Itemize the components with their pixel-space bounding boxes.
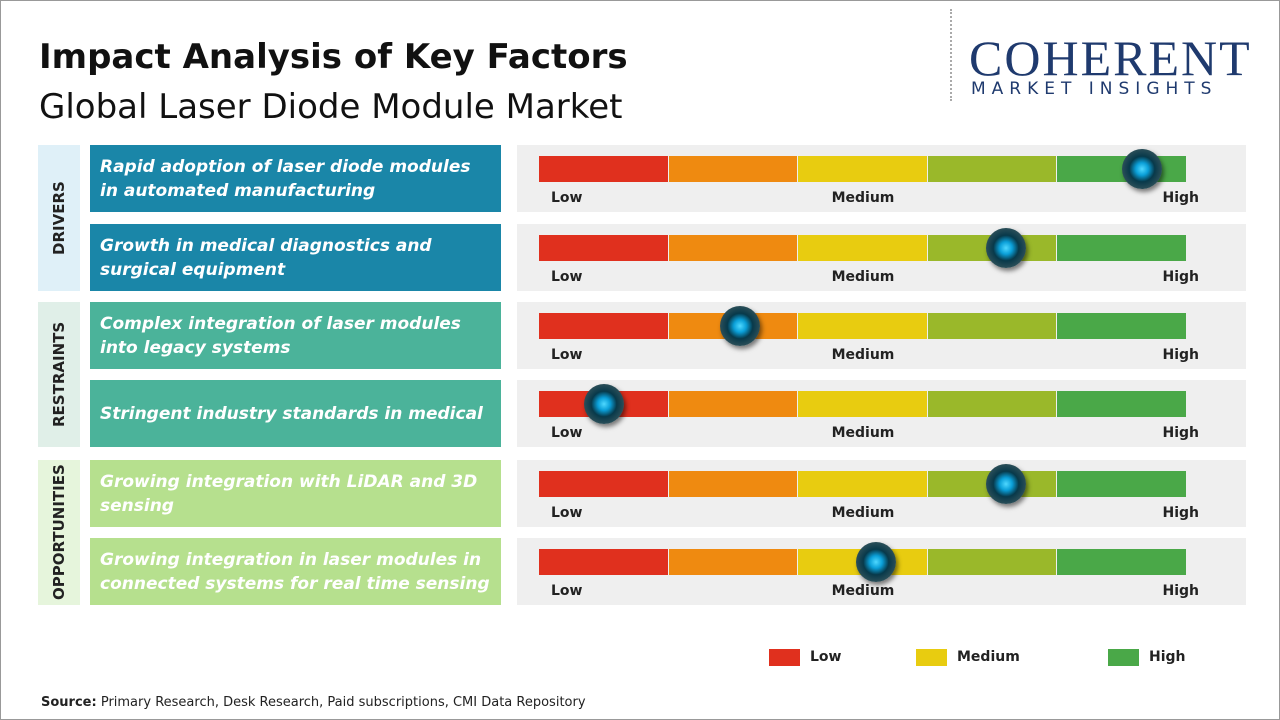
scale-label: Low <box>551 425 583 441</box>
scale-label: Medium <box>831 190 895 206</box>
impact-knob <box>985 464 1026 504</box>
scale-label: High <box>1162 583 1199 599</box>
gauge-segment <box>927 156 1057 182</box>
factor-label: Stringent industry standards in medical <box>90 380 501 447</box>
gauge-segment <box>1057 471 1186 497</box>
source-label: Source: <box>41 695 97 710</box>
scale-label: High <box>1162 269 1199 285</box>
scale-label: High <box>1162 505 1199 521</box>
gauge-segment <box>798 156 927 182</box>
legend-label: High <box>1149 649 1186 665</box>
scale-label: Medium <box>831 583 895 599</box>
scale-label: Medium <box>831 505 895 521</box>
scale-label: High <box>1162 190 1199 206</box>
group-label: RESTRAINTS <box>38 302 80 447</box>
legend-label: Medium <box>957 649 1020 665</box>
gauge-segment <box>539 313 668 339</box>
factor-label: Growing integration with LiDAR and 3D se… <box>90 460 501 527</box>
legend-swatch <box>916 649 947 666</box>
scale-label: Low <box>551 347 583 363</box>
scale-label: Low <box>551 269 583 285</box>
logo-tagline: MARKET INSIGHTS <box>971 79 1218 99</box>
gauge-segment <box>798 391 927 417</box>
legend-swatch <box>769 649 800 666</box>
gauge-segment <box>668 391 798 417</box>
gauge-segment <box>927 549 1057 575</box>
group-label: DRIVERS <box>38 145 80 291</box>
impact-knob <box>1121 149 1162 189</box>
gauge-segment <box>668 471 798 497</box>
subtitle: Global Laser Diode Module Market <box>39 87 623 127</box>
scale-label: Low <box>551 583 583 599</box>
divider <box>950 9 952 101</box>
scale-label: Medium <box>831 425 895 441</box>
gauge-segment <box>539 471 668 497</box>
scale-label: Medium <box>831 347 895 363</box>
gauge-segment <box>668 156 798 182</box>
impact-knob <box>719 306 760 346</box>
source-text: Primary Research, Desk Research, Paid su… <box>100 695 586 710</box>
gauge-segment <box>927 391 1057 417</box>
gauge-segment <box>927 313 1057 339</box>
gauge-segment <box>798 471 927 497</box>
gauge-segment <box>1057 313 1186 339</box>
gauge-segment <box>668 549 798 575</box>
impact-knob <box>985 228 1026 268</box>
source: Source: Primary Research, Desk Research,… <box>41 695 586 710</box>
impact-knob <box>855 542 896 582</box>
gauge-segment <box>1057 391 1186 417</box>
factor-label: Growth in medical diagnostics and surgic… <box>90 224 501 291</box>
gauge-segment <box>539 156 668 182</box>
scale-label: Low <box>551 190 583 206</box>
scale-label: Medium <box>831 269 895 285</box>
factor-label: Growing integration in laser modules in … <box>90 538 501 605</box>
scale-label: Low <box>551 505 583 521</box>
scale-label: High <box>1162 347 1199 363</box>
factor-label: Rapid adoption of laser diode modules in… <box>90 145 501 212</box>
gauge-segment <box>668 235 798 261</box>
gauge-segment <box>539 549 668 575</box>
factor-label: Complex integration of laser modules int… <box>90 302 501 369</box>
impact-knob <box>583 384 624 424</box>
gauge-segment <box>798 313 927 339</box>
scale-label: High <box>1162 425 1199 441</box>
gauge-segment <box>1057 235 1186 261</box>
title: Impact Analysis of Key Factors <box>39 37 628 77</box>
group-label: OPPORTUNITIES <box>38 460 80 605</box>
gauge-segment <box>1057 549 1186 575</box>
legend-label: Low <box>810 649 842 665</box>
logo-name: COHERENT <box>969 30 1252 86</box>
legend-swatch <box>1108 649 1139 666</box>
gauge-segment <box>798 235 927 261</box>
gauge-segment <box>539 235 668 261</box>
